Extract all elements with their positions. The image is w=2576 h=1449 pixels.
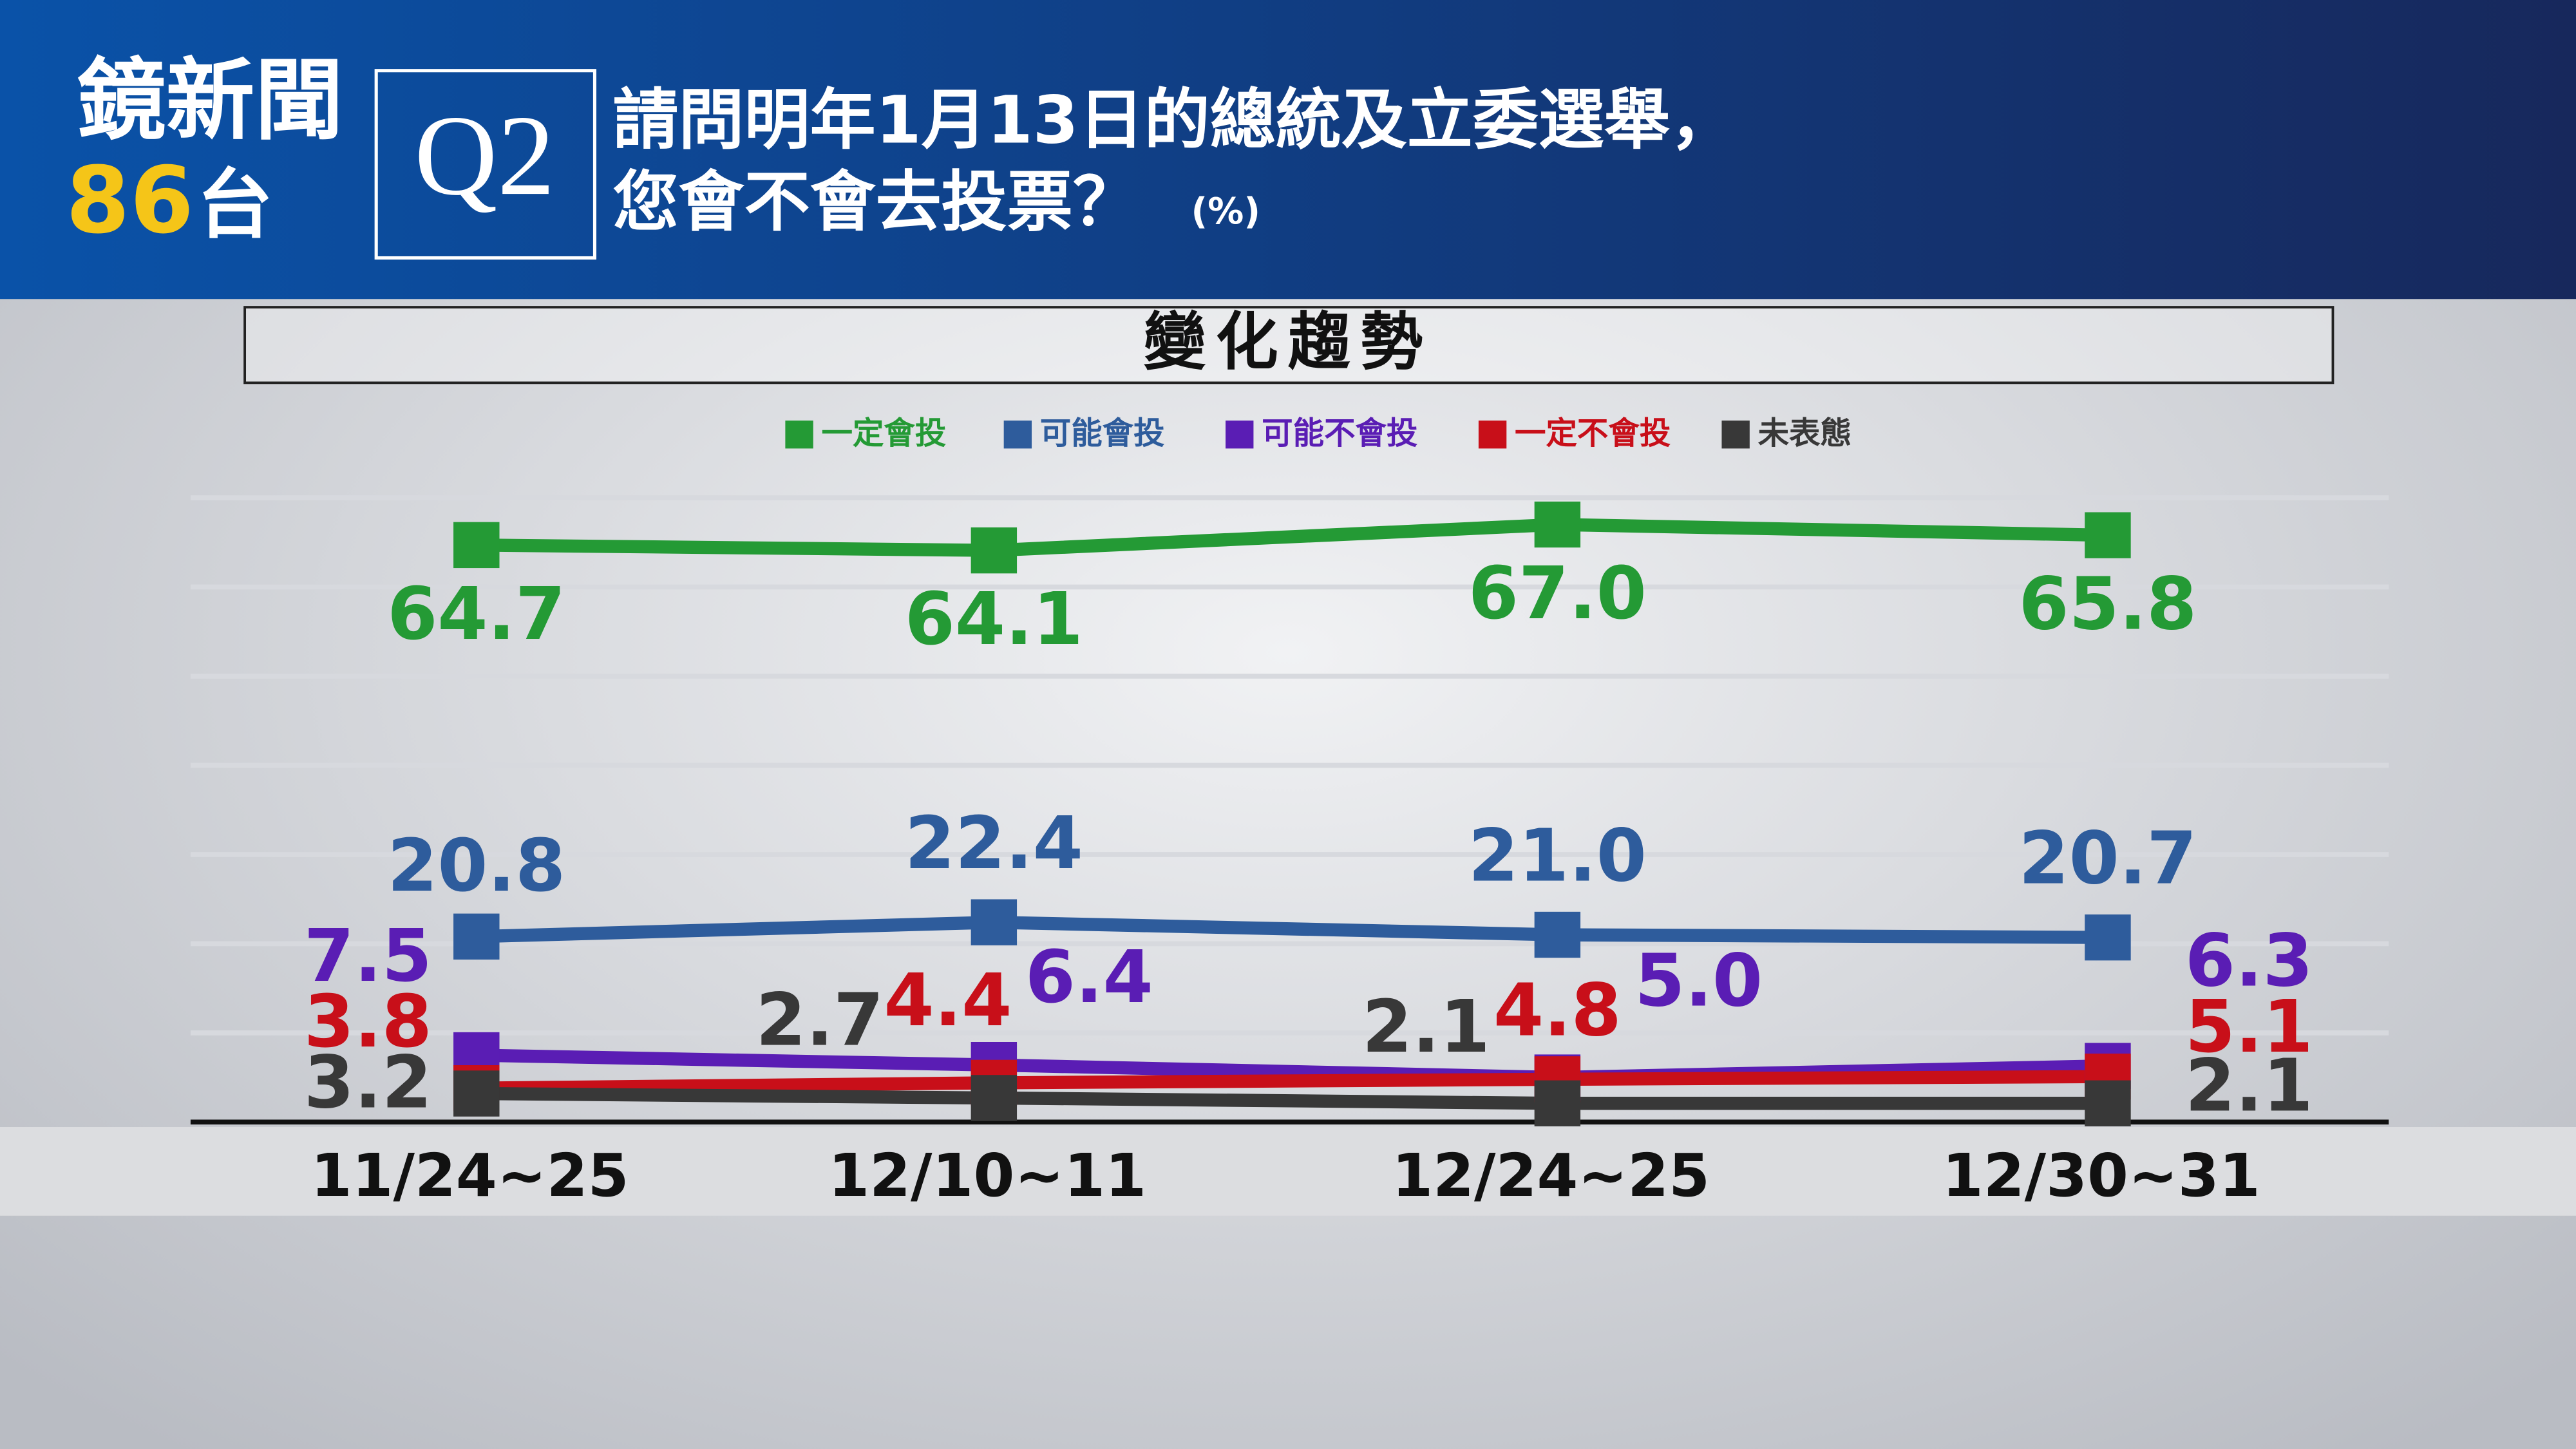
x-tick-label: 12/10~11 [828,1141,1146,1210]
data-label: 5.1 [2185,985,2313,1069]
question-line: 請問明年1月13日的總統及立委選舉， [613,82,1736,159]
data-label: 3.2 [304,1041,432,1125]
logo: 鏡新聞 [77,49,343,152]
point-marker [971,527,1018,574]
data-label: 2.1 [2185,1045,2313,1128]
point-marker [2085,1080,2131,1126]
axis-band [0,1127,2576,1216]
x-tick-label: 12/24~25 [1392,1141,1710,1210]
x-tick-label: 12/30~31 [1942,1141,2260,1210]
data-label: 20.8 [387,824,565,908]
title-box [243,306,2334,384]
data-label: 67.0 [1468,552,1647,636]
question-id: Q2 [414,91,554,219]
data-label: 5.0 [1634,939,1763,1023]
data-label: 3.8 [304,980,432,1064]
data-label: 64.7 [387,573,565,656]
point-marker [1534,501,1581,548]
question-box [374,69,597,260]
series-line [476,1086,2108,1110]
data-label: 20.7 [2018,817,2197,901]
x-tick-label: 11/24~25 [311,1141,629,1210]
legend-swatch [1226,421,1254,449]
data-label: 65.8 [2018,563,2197,647]
data-label: 6.3 [2185,920,2313,1003]
legend-label: 一定不會投 [1515,415,1671,451]
channel-number: 86 [66,146,194,254]
point-marker [1534,1080,1581,1126]
data-label: 2.1 [1362,985,1490,1069]
point-marker [2085,512,2131,558]
data-label: 7.5 [304,914,432,998]
data-label: 2.7 [756,979,884,1063]
data-label: 22.4 [905,802,1083,886]
legend-swatch [1721,421,1750,449]
question-line: 您會不會去投票？ [613,164,1139,241]
data-label: 4.4 [884,959,1012,1043]
data-label: 64.1 [905,578,1083,661]
point-marker [453,913,500,960]
legend-label: 可能不會投 [1262,415,1417,451]
plot: 一定會投 可能會投 可能不會投 一定不會投 未表態 11/24~25 12/10~11 12/… [190,415,2389,1210]
point-marker [2085,914,2131,961]
point-marker [453,1070,500,1117]
header-bar [0,0,2576,299]
series-line [476,1070,2108,1095]
series-line [476,915,2108,944]
point-marker [971,899,1018,945]
data-label: 21.0 [1468,814,1647,898]
series-line [476,518,2108,557]
data-label: 4.8 [1493,969,1622,1052]
legend-label: 可能會投 [1040,415,1165,451]
data-label: 6.4 [1025,936,1153,1019]
legend-label: 一定會投 [822,415,947,451]
point-marker [1534,911,1581,958]
legend-swatch [785,421,813,449]
chart-title: 變化趨勢 [1144,306,1433,379]
legend-label: 未表態 [1758,415,1852,451]
channel-suffix: 台 [197,161,272,249]
legend-swatch [1003,421,1032,449]
legend-swatch [1478,421,1507,449]
point-marker [971,1075,1018,1121]
point-marker [453,522,500,569]
unit: (%) [1191,191,1260,232]
